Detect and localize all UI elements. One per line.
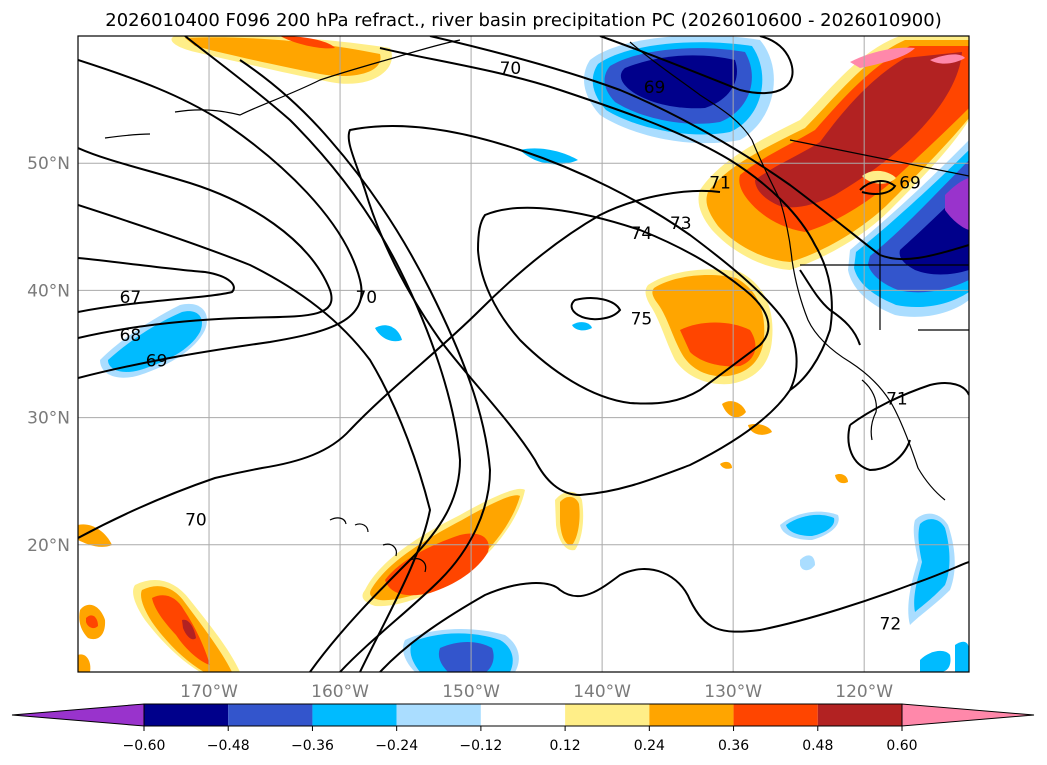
- contour-label: 72: [880, 615, 902, 635]
- colorbar-segment: [228, 704, 313, 726]
- colorbar-segment: [396, 704, 481, 726]
- colorbar-extend-low: [11, 703, 145, 727]
- colorbar-tick-label: −0.12: [459, 738, 502, 754]
- contour-label: 68: [120, 326, 142, 346]
- colorbar-segment: [144, 704, 229, 726]
- contour-label: 73: [670, 214, 692, 234]
- colorbar-tick-label: −0.36: [291, 738, 334, 754]
- colorbar-segment: [733, 704, 818, 726]
- colorbar-extend-high: [901, 703, 1035, 727]
- colorbar-tick-label: 0.48: [802, 738, 833, 754]
- lon-tick-label: 140°W: [573, 682, 631, 702]
- colorbar: −0.60 −0.48 −0.36 −0.24 −0.12 0.12 0.24 0.36 0.4…: [11, 703, 1035, 754]
- colorbar-tick-label: −0.60: [123, 738, 166, 754]
- lat-tick-label: 40°N: [27, 281, 70, 301]
- colorbar-segment: [565, 704, 650, 726]
- map-area: [78, 36, 969, 672]
- contour-label: 67: [120, 288, 142, 308]
- contour-label: 69: [644, 78, 666, 98]
- contour-label: 69: [146, 351, 168, 371]
- contour-label: 70: [500, 59, 522, 79]
- lon-tick-labels: 170°W 160°W 150°W 140°W 130°W 120°W: [180, 682, 893, 702]
- lon-tick-label: 160°W: [311, 682, 369, 702]
- lat-tick-label: 20°N: [27, 536, 70, 556]
- refractivity-contours: [78, 36, 969, 672]
- shaded-field: [78, 36, 969, 672]
- colorbar-tick-label: 0.12: [550, 738, 581, 754]
- colorbar-outline: [143, 703, 903, 727]
- colorbar-tick-label: 0.60: [886, 738, 917, 754]
- lon-tick-label: 170°W: [180, 682, 238, 702]
- graticule: [78, 36, 969, 672]
- contour-label: 75: [631, 309, 653, 329]
- coastlines: [104, 39, 969, 573]
- colorbar-tick-label: −0.24: [375, 738, 418, 754]
- colorbar-tick-label: −0.48: [207, 738, 250, 754]
- contour-label: 74: [631, 224, 653, 244]
- lat-tick-label: 50°N: [27, 154, 70, 174]
- map-title: 2026010400 F096 200 hPa refract., river …: [105, 10, 942, 31]
- colorbar-segment: [817, 704, 902, 726]
- colorbar-segment: [480, 704, 566, 726]
- colorbar-tick-label: 0.36: [718, 738, 749, 754]
- colorbar-tick-label: 0.24: [634, 738, 665, 754]
- map-frame: [77, 35, 970, 673]
- lat-tick-labels: 20°N 30°N 40°N 50°N: [27, 154, 70, 556]
- lon-tick-label: 150°W: [442, 682, 500, 702]
- lat-tick-label: 30°N: [27, 409, 70, 429]
- lon-tick-label: 130°W: [704, 682, 762, 702]
- lon-tick-label: 120°W: [835, 682, 893, 702]
- contour-label: 71: [709, 173, 731, 193]
- contour-label: 71: [886, 390, 908, 410]
- contour-label: 70: [185, 510, 207, 530]
- contour-label: 70: [355, 288, 377, 308]
- colorbar-segment: [312, 704, 397, 726]
- contour-label: 69: [899, 173, 921, 193]
- colorbar-segment: [649, 704, 734, 726]
